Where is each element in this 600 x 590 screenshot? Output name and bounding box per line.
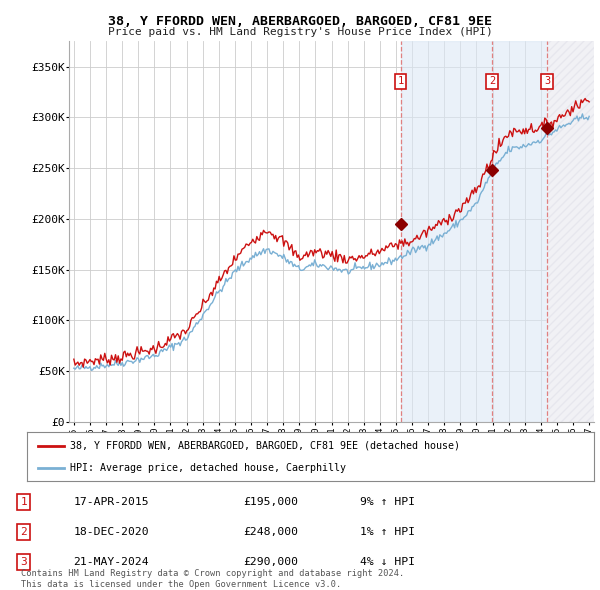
Text: 1: 1 xyxy=(20,497,27,507)
Text: £248,000: £248,000 xyxy=(243,527,298,537)
Bar xyxy=(401,41,547,422)
Text: Price paid vs. HM Land Registry's House Price Index (HPI): Price paid vs. HM Land Registry's House … xyxy=(107,27,493,37)
Text: 9% ↑ HPI: 9% ↑ HPI xyxy=(360,497,415,507)
Text: 38, Y FFORDD WEN, ABERBARGOED, BARGOED, CF81 9EE: 38, Y FFORDD WEN, ABERBARGOED, BARGOED, … xyxy=(108,15,492,28)
Text: £195,000: £195,000 xyxy=(243,497,298,507)
Text: 18-DEC-2020: 18-DEC-2020 xyxy=(73,527,149,537)
Text: 3: 3 xyxy=(20,558,27,568)
Bar xyxy=(547,41,597,422)
Text: 1% ↑ HPI: 1% ↑ HPI xyxy=(360,527,415,537)
Text: 17-APR-2015: 17-APR-2015 xyxy=(73,497,149,507)
Text: HPI: Average price, detached house, Caerphilly: HPI: Average price, detached house, Caer… xyxy=(70,463,346,473)
Text: 38, Y FFORDD WEN, ABERBARGOED, BARGOED, CF81 9EE (detached house): 38, Y FFORDD WEN, ABERBARGOED, BARGOED, … xyxy=(70,441,460,451)
Bar xyxy=(547,41,597,422)
Text: 21-MAY-2024: 21-MAY-2024 xyxy=(73,558,149,568)
Text: Contains HM Land Registry data © Crown copyright and database right 2024.
This d: Contains HM Land Registry data © Crown c… xyxy=(21,569,404,589)
Text: 3: 3 xyxy=(544,76,550,86)
Text: 1: 1 xyxy=(397,76,404,86)
Text: £290,000: £290,000 xyxy=(243,558,298,568)
Text: 2: 2 xyxy=(20,527,27,537)
Text: 2: 2 xyxy=(489,76,495,86)
Text: 4% ↓ HPI: 4% ↓ HPI xyxy=(360,558,415,568)
